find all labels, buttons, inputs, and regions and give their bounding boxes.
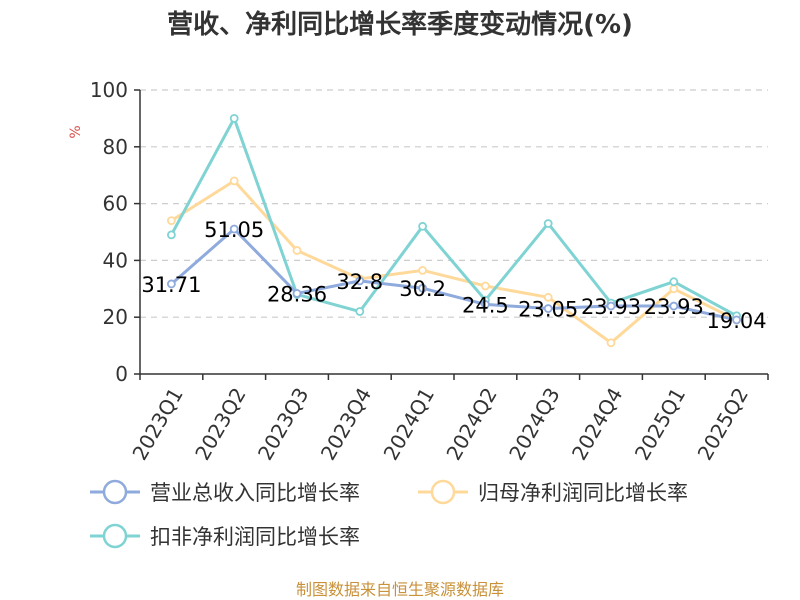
data-label: 30.2 xyxy=(399,277,446,301)
data-label: 51.05 xyxy=(204,218,264,242)
series-line-net_profit xyxy=(170,179,738,345)
series-line-revenue xyxy=(170,227,737,322)
y-tick-label: 60 xyxy=(103,192,128,216)
x-tick-label: 2023Q2 xyxy=(190,384,250,465)
data-point-deducted_profit xyxy=(669,277,679,287)
legend-swatch-marker xyxy=(102,523,128,549)
data-point-deducted_profit xyxy=(229,114,239,123)
data-point-revenue xyxy=(606,301,616,311)
data-point-deducted_profit xyxy=(166,230,176,240)
x-tick-label: 2024Q1 xyxy=(379,384,439,465)
data-point-net_profit xyxy=(543,292,553,302)
data-point-revenue xyxy=(418,283,428,293)
y-axis-unit: % xyxy=(68,125,84,138)
data-label: 28.36 xyxy=(267,282,327,306)
series-lines xyxy=(166,114,741,348)
y-tick-label: 20 xyxy=(103,305,128,329)
data-label: 32.8 xyxy=(336,270,383,294)
y-tick-label: 100 xyxy=(90,78,128,102)
data-label: 23.05 xyxy=(518,298,578,322)
data-label: 19.04 xyxy=(707,309,767,333)
legend-swatch-marker xyxy=(102,479,128,505)
legend-swatch-marker xyxy=(430,479,456,505)
series-line-deducted_profit xyxy=(170,116,738,318)
x-tick-label: 2023Q4 xyxy=(316,384,376,465)
x-tick-label: 2023Q3 xyxy=(253,384,313,465)
data-point-deducted_profit xyxy=(418,221,428,231)
data-point-deducted_profit xyxy=(355,307,365,316)
chart-title: 营收、净利同比增长率季度变动情况(%) xyxy=(167,9,633,40)
data-point-net_profit xyxy=(166,216,176,226)
data-point-net_profit xyxy=(480,281,490,291)
x-tick-label: 2025Q1 xyxy=(630,384,690,465)
data-point-revenue xyxy=(166,279,176,289)
data-point-revenue xyxy=(543,304,553,313)
data-point-revenue xyxy=(732,315,741,325)
data-point-net_profit xyxy=(669,284,679,294)
data-point-deducted_profit xyxy=(543,219,553,228)
data-point-revenue xyxy=(292,289,302,298)
data-point-net_profit xyxy=(292,246,302,255)
x-tick-label: 2024Q4 xyxy=(567,384,627,465)
source-note: 制图数据来自恒生聚源数据库 xyxy=(296,580,504,599)
legend-item-label: 归母净利润同比增长率 xyxy=(478,481,688,505)
data-point-revenue xyxy=(355,276,365,286)
data-point-net_profit xyxy=(229,176,239,186)
x-tick-label: 2025Q2 xyxy=(693,384,753,465)
x-tick-label: 2023Q1 xyxy=(127,384,187,465)
y-tick-label: 80 xyxy=(103,135,128,159)
y-tick-label: 0 xyxy=(115,362,128,386)
data-point-revenue xyxy=(669,301,679,311)
data-label: 31.71 xyxy=(141,273,201,297)
y-tick-label: 40 xyxy=(103,248,128,272)
data-label: 23.93 xyxy=(644,295,704,319)
x-tick-label: 2024Q2 xyxy=(441,384,501,465)
legend-item-label: 营业总收入同比增长率 xyxy=(150,481,360,505)
x-tick-label: 2024Q3 xyxy=(504,384,564,465)
data-point-revenue xyxy=(480,300,490,309)
data-label: 24.5 xyxy=(462,293,509,317)
data-label: 23.93 xyxy=(581,295,641,319)
legend-item-label: 扣非净利润同比增长率 xyxy=(150,525,360,549)
data-point-revenue xyxy=(229,224,239,234)
data-point-net_profit xyxy=(418,265,428,275)
data-point-net_profit xyxy=(606,338,616,348)
